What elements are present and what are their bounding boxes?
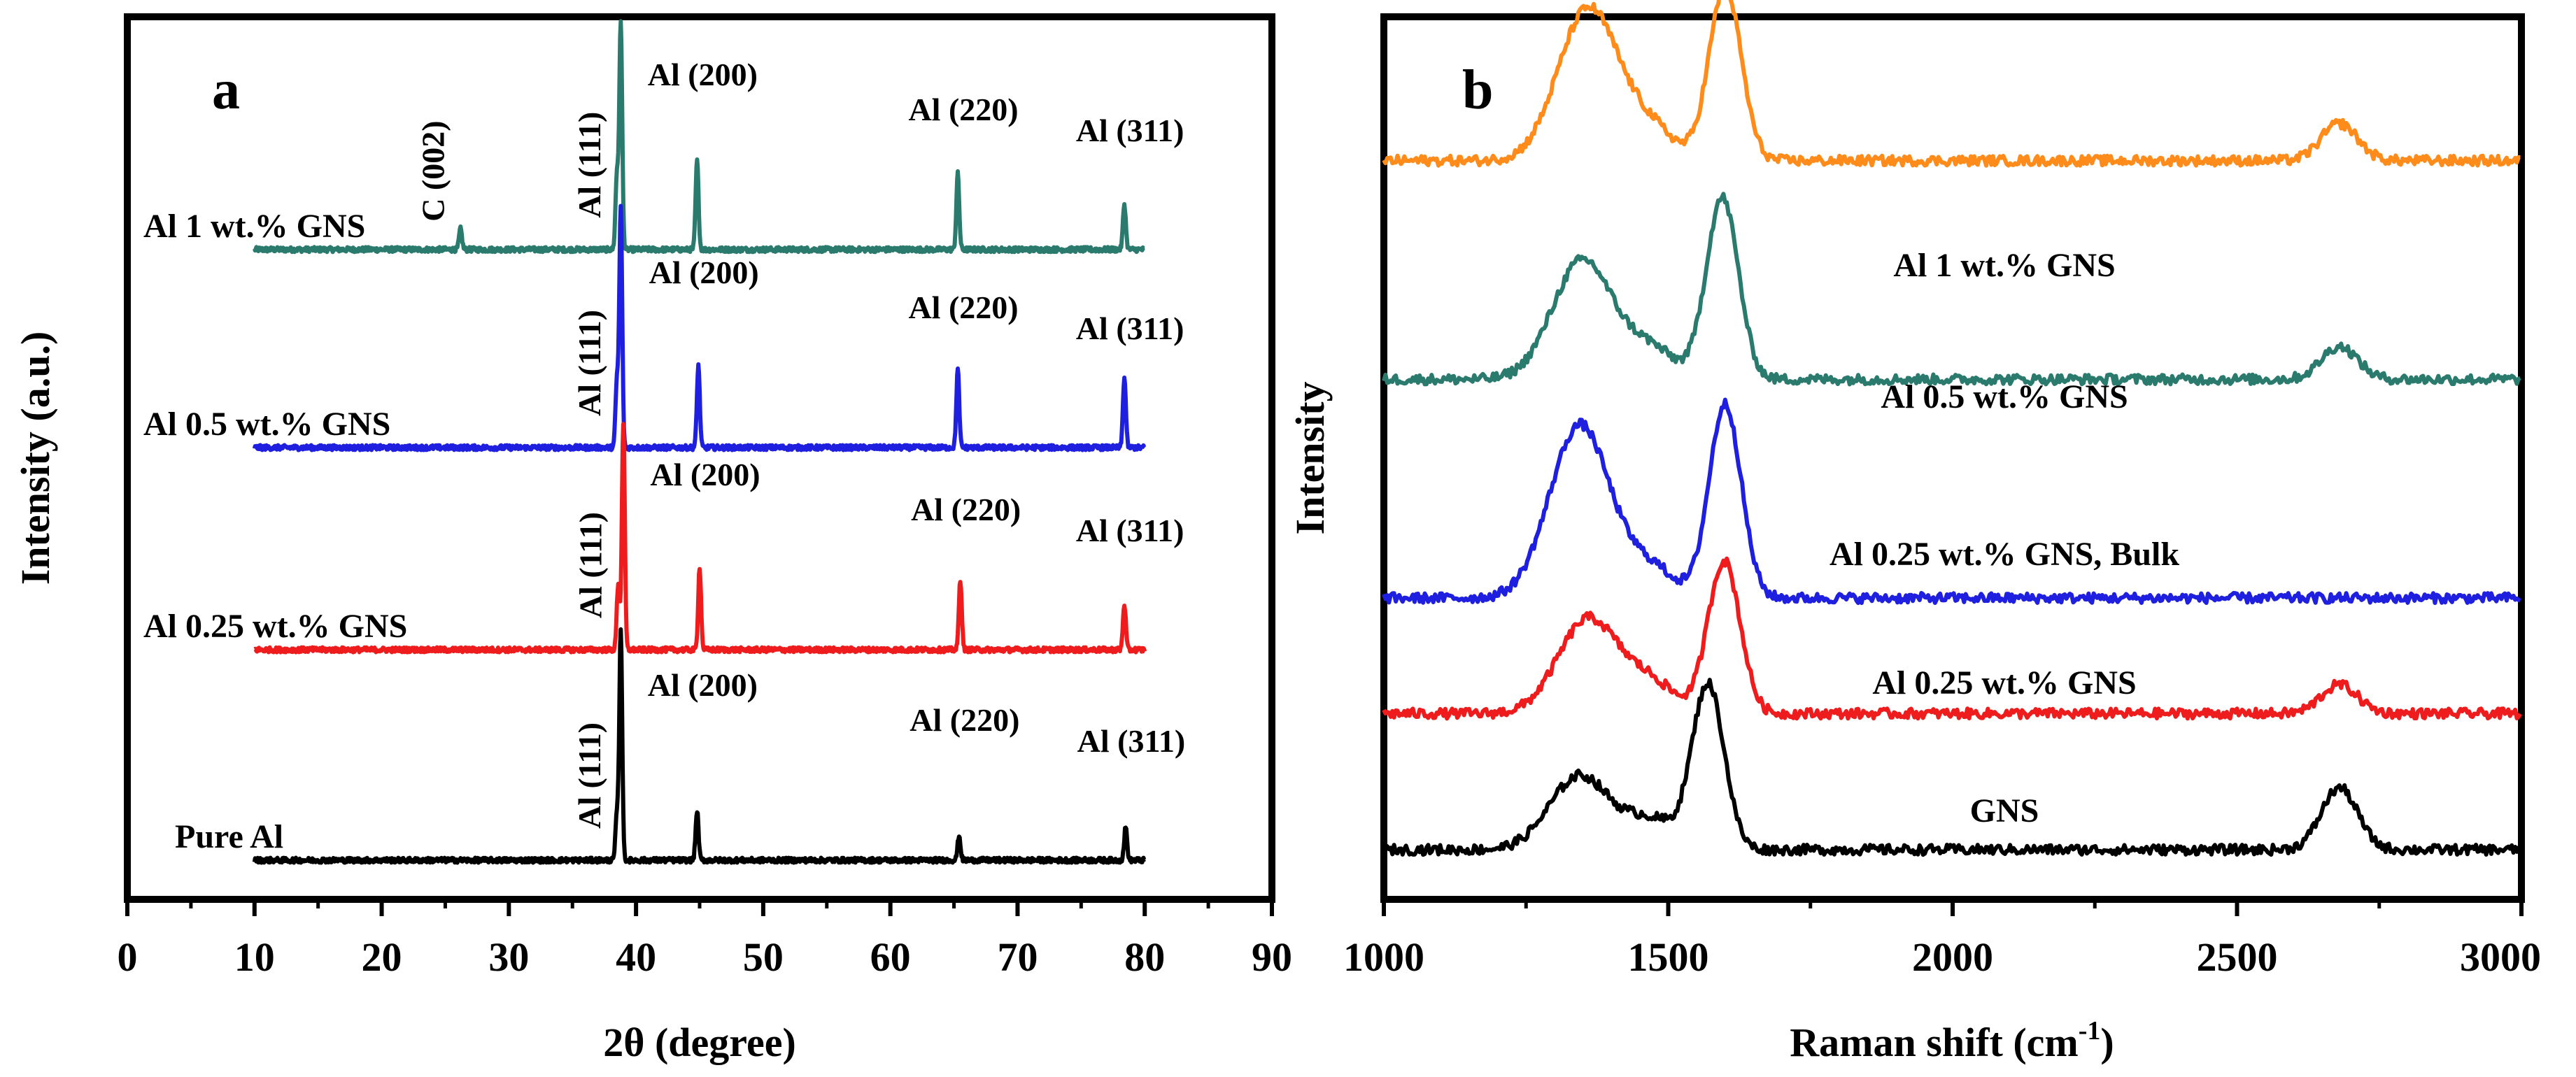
panel-b-series-name: Al 0.5 wt.% GNS (1881, 378, 2128, 415)
panel-a-peak-label: Al (200) (648, 57, 758, 92)
panel-a-peak-label: Al (220) (908, 290, 1018, 325)
panel-b-series-name: GNS (1970, 792, 2039, 829)
panel-b-y-axis-title: Intensity (1287, 381, 1333, 534)
panel-b-label: b (1462, 59, 1494, 121)
panel-b-x-axis-title-main: Raman shift (cm (1790, 1020, 2078, 1065)
panel-b-x-axis-title: Raman shift (cm-1) (1790, 1016, 2114, 1065)
panel-a-label: a (212, 59, 240, 121)
panel-a-peak-label: Al (311) (1077, 723, 1186, 759)
panel-a-plot-area: Al 1 wt.% GNS C (002) Al (111) Al (200) Al (… (143, 19, 1186, 865)
panel-a-x-axis-title: 2θ (degree) (603, 1020, 796, 1065)
panel-a-x-axis: 0 10 20 30 40 50 60 70 80 90 (118, 899, 1292, 980)
panel-b-series-line (1382, 397, 2521, 606)
panel-a-x-tick-label: 30 (488, 934, 529, 980)
panel-b-x-tick-label: 1000 (1343, 934, 1424, 980)
panel-a-peak-label: Al (200) (648, 667, 758, 703)
panel-a-peak-label: Al (111) (573, 512, 609, 618)
panel-a-peak-label: Al (220) (910, 702, 1019, 738)
panel-a-peak-label: Al (311) (1076, 513, 1184, 548)
panel-b-series-line (1382, 678, 2522, 857)
panel-b-x-axis: 1000 1500 2000 2500 3000 (1343, 899, 2541, 980)
panel-b-frame (1380, 13, 2525, 903)
panel-b-series-line (1382, 0, 2521, 168)
panel-a-x-tick-label: 10 (234, 934, 275, 980)
panel-a-series-line (252, 627, 1147, 865)
panel-a-peak-label: Al (111) (572, 722, 607, 829)
panel-a-series-name: Al 0.25 wt.% GNS (143, 608, 407, 645)
panel-a-x-tick-label: 0 (118, 934, 138, 980)
panel-a-x-tick-label: 70 (997, 934, 1038, 980)
panel-a-peak-label: Al (311) (1076, 311, 1184, 346)
panel-b-x-tick-label: 3000 (2460, 934, 2541, 980)
panel-a-peak-label: Al (111) (572, 112, 607, 218)
panel-b-series-line (1382, 192, 2521, 387)
panel-a-y-axis-title: Intensity (a.u.) (13, 331, 58, 585)
panel-b-x-axis-title-end: ) (2100, 1020, 2114, 1065)
panel-b-series-line (1382, 556, 2522, 721)
panel-b-x-tick-label: 2000 (1912, 934, 1993, 980)
panel-a-series-line (252, 204, 1147, 452)
panel-a-peak-label: Al (200) (649, 255, 759, 290)
panel-a-series-name: Al 1 wt.% GNS (143, 208, 365, 245)
panel-a-x-tick-label: 90 (1252, 934, 1292, 980)
panel-b-series-name: Al 0.25 wt.% GNS (1872, 664, 2136, 701)
panel-b-x-axis-title-superscript: -1 (2079, 1016, 2101, 1046)
panel-a-series-line (253, 422, 1147, 655)
panel-b-series-name: Al 0.25 wt.% GNS, Bulk (1830, 536, 2179, 573)
panel-a-x-tick-label: 80 (1124, 934, 1165, 980)
panel-a-x-tick-label: 60 (870, 934, 911, 980)
panel-b-series-name: Al 1 wt.% GNS (1893, 247, 2115, 284)
panel-a-series-name: Al 0.5 wt.% GNS (143, 406, 390, 443)
panel-a-series-line (252, 19, 1147, 255)
panel-a-x-tick-label: 40 (616, 934, 656, 980)
panel-a-series-name: Pure Al (175, 818, 283, 855)
panel-b-x-tick-label: 2500 (2197, 934, 2278, 980)
panel-a-peak-label: Al (311) (1076, 113, 1184, 148)
panel-a-x-tick-label: 50 (743, 934, 784, 980)
panel-a-peak-label: Al (220) (908, 92, 1018, 127)
panel-a-peak-label: C (002) (415, 120, 451, 221)
panel-a-peak-label: Al (200) (650, 457, 760, 492)
panel-a-peak-label: Al (111) (572, 310, 607, 416)
panel-b-x-tick-label: 1500 (1628, 934, 1709, 980)
panel-a-peak-label: Al (220) (911, 492, 1021, 527)
panel-b-plot-area: Al 1 wt.% GNS Al 0.5 wt.% GNS Al 0.25 wt.%… (1382, 0, 2522, 857)
panel-a-x-tick-label: 20 (362, 934, 402, 980)
